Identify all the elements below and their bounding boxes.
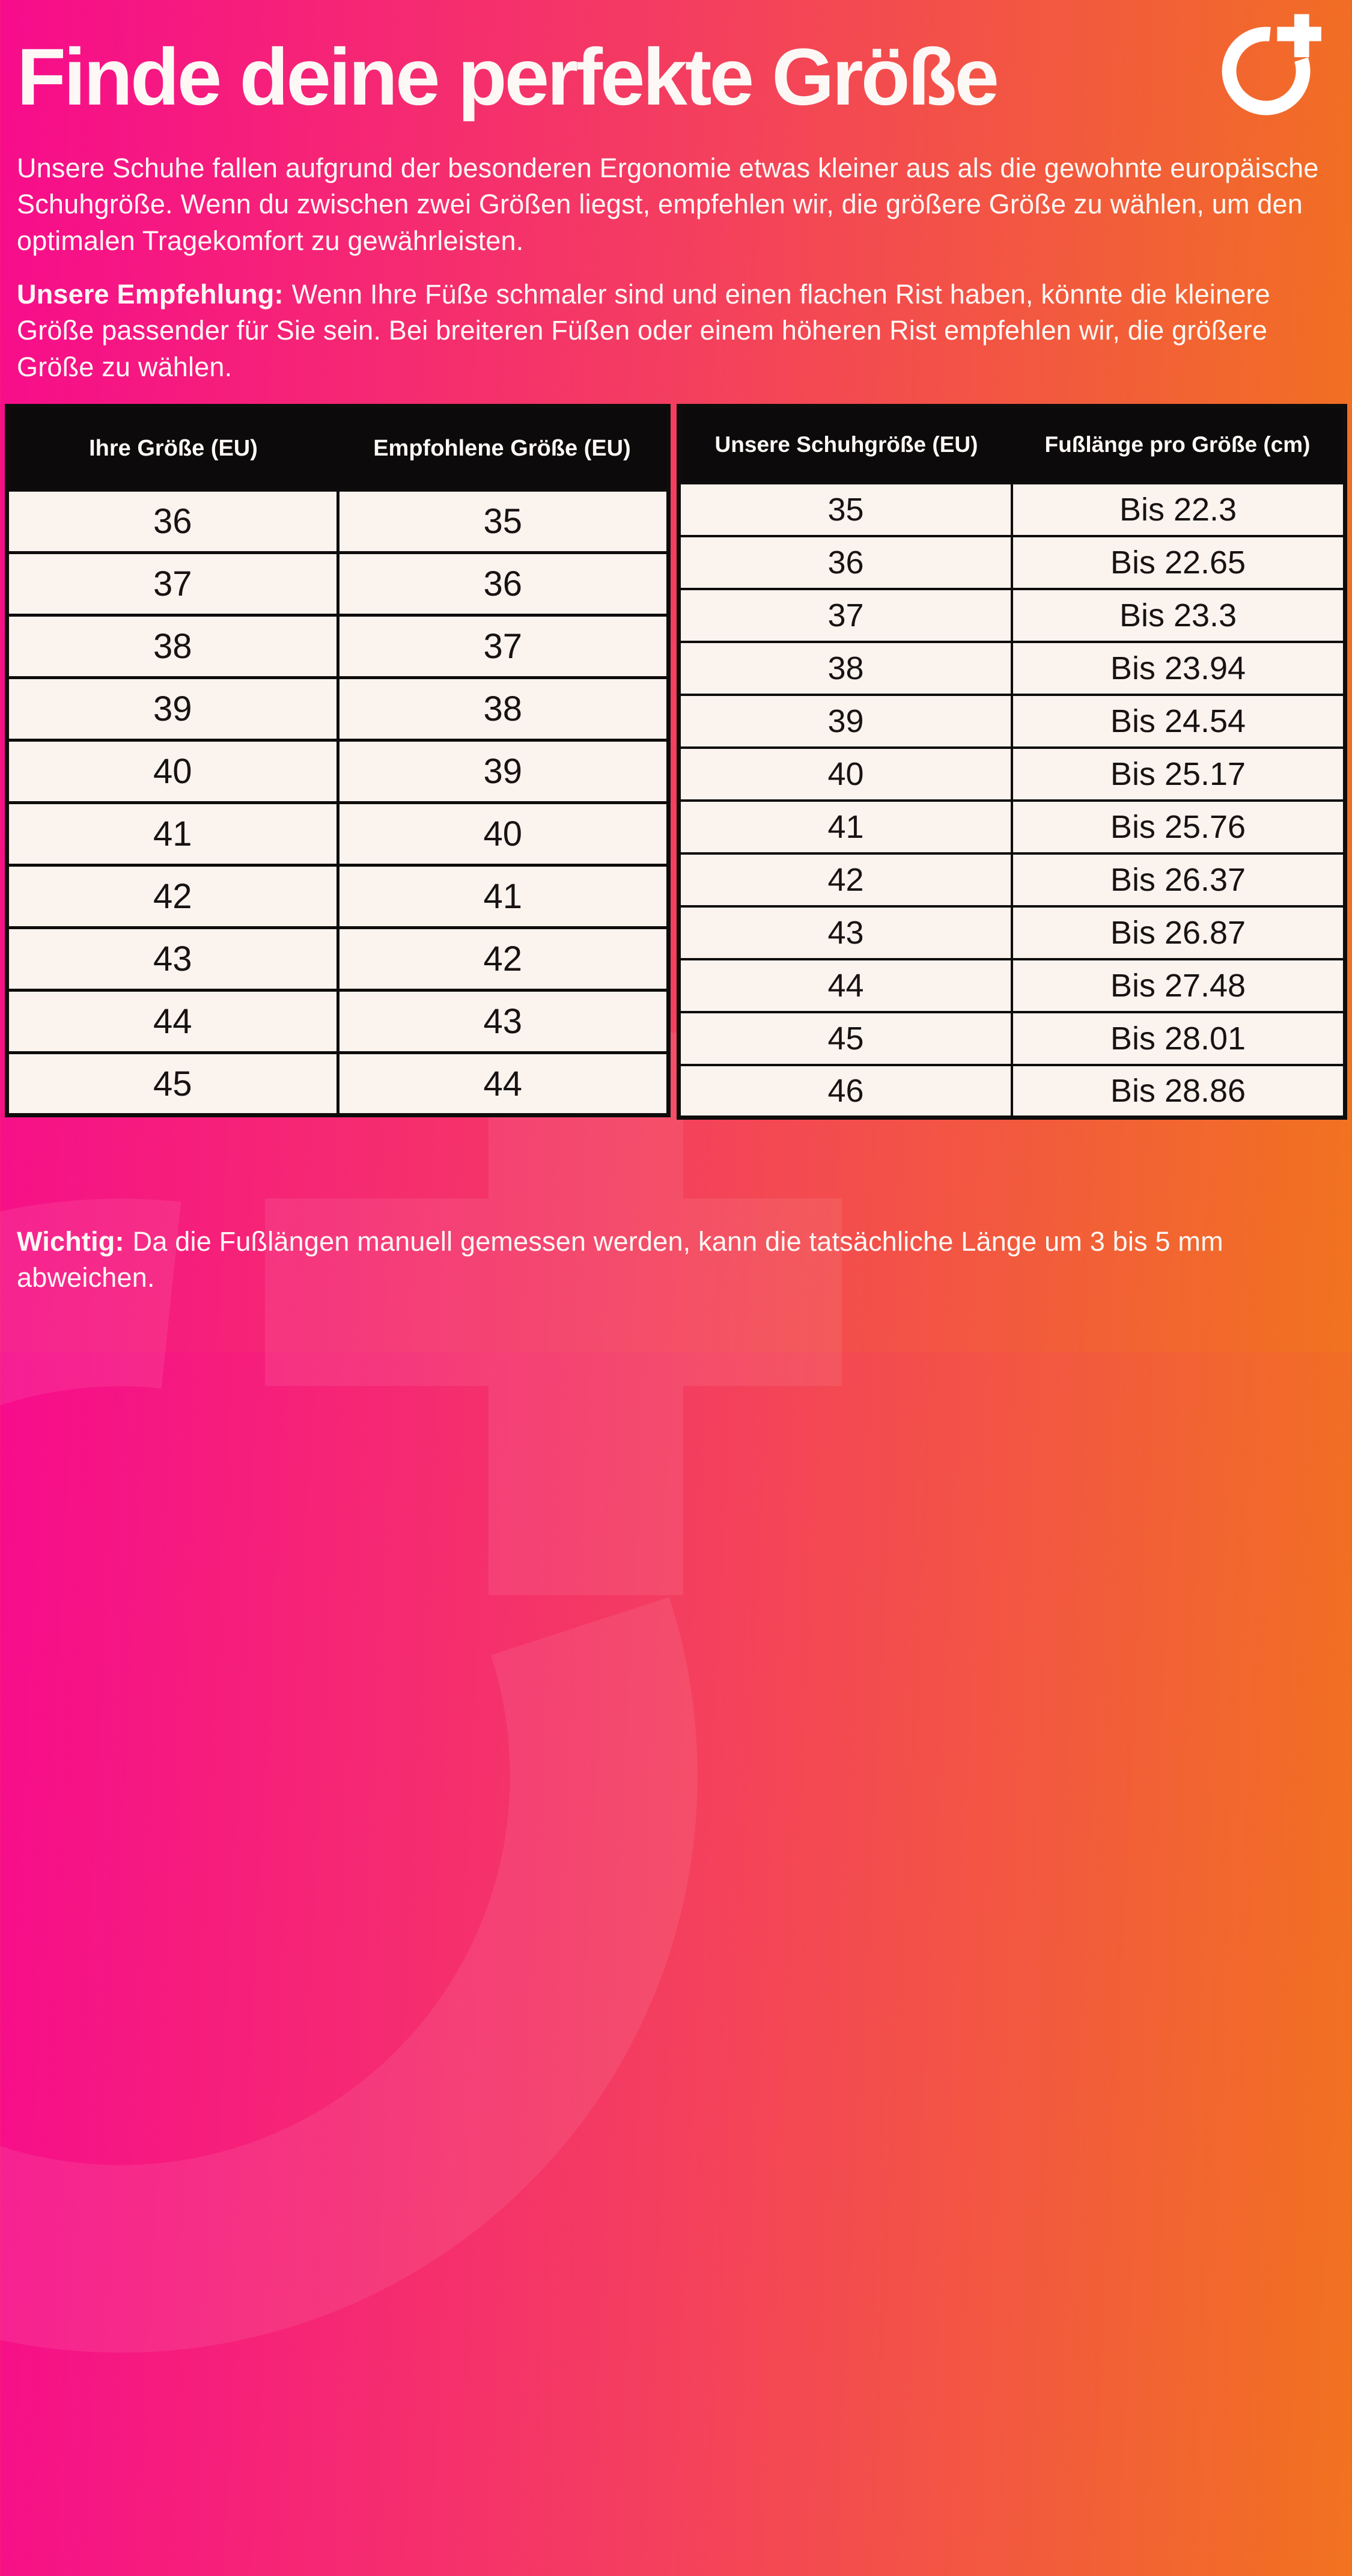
column-header-recommended-size: Empfohlene Größe (EU) <box>338 406 669 490</box>
table-cell: Bis 26.87 <box>1011 905 1347 960</box>
table-cell: 44 <box>677 957 1013 1013</box>
foot-length-table-grid: Unsere Schuhgröße (EU) Fußlänge pro Größ… <box>677 404 1347 1120</box>
column-header-our-shoe-size: Unsere Schuhgröße (EU) <box>678 406 1012 483</box>
footer-note-text: Da die Fußlängen manuell gemessen werden… <box>17 1226 1223 1293</box>
table-cell: 42 <box>336 926 670 992</box>
table-cell: 36 <box>336 551 670 617</box>
footer-note: Wichtig: Da die Fußlängen manuell gemesse… <box>17 1224 1321 1296</box>
table-cell: 43 <box>677 905 1013 960</box>
table-cell: 45 <box>677 1010 1013 1066</box>
table-row: 36 35 <box>5 489 670 554</box>
table-cell: Bis 23.94 <box>1011 640 1347 696</box>
table-cell: 41 <box>336 864 670 929</box>
table-cell: 37 <box>677 587 1013 643</box>
table-row: 41 40 <box>5 801 670 867</box>
table-cell: 45 <box>5 1051 340 1117</box>
intro-paragraph: Unsere Schuhe fallen aufgrund der besond… <box>17 150 1338 259</box>
table-cell: 39 <box>677 693 1013 749</box>
table-cell: 42 <box>5 864 340 929</box>
table-cell: Bis 22.65 <box>1011 534 1347 590</box>
table-row: 39 Bis 24.54 <box>677 693 1347 749</box>
column-header-foot-length: Fußlänge pro Größe (cm) <box>1012 406 1345 483</box>
table-cell: Bis 28.86 <box>1011 1063 1347 1119</box>
recommendation-text: Wenn Ihre Füße schmaler sind und einen f… <box>17 279 1270 382</box>
table-cell: 40 <box>336 801 670 867</box>
table-cell: 37 <box>336 614 670 679</box>
table-row: 44 43 <box>5 989 670 1054</box>
foot-length-table: Unsere Schuhgröße (EU) Fußlänge pro Größ… <box>677 404 1347 1120</box>
recommendation-paragraph: Unsere Empfehlung: Wenn Ihre Füße schmale… <box>17 276 1338 385</box>
table-cell: Bis 24.54 <box>1011 693 1347 749</box>
table-row: 45 44 <box>5 1051 670 1117</box>
table-cell: 39 <box>5 676 340 742</box>
table-cell: 40 <box>5 739 340 804</box>
table-row: 42 Bis 26.37 <box>677 852 1347 908</box>
table-row: 45 Bis 28.01 <box>677 1010 1347 1066</box>
table-cell: 35 <box>336 489 670 554</box>
size-guide-infographic: { "page": { "title": "Finde deine perfek… <box>0 0 1352 1352</box>
table-cell: Bis 26.37 <box>1011 852 1347 908</box>
table-cell: Bis 28.01 <box>1011 1010 1347 1066</box>
table-row: 36 Bis 22.65 <box>677 534 1347 590</box>
table-cell: 39 <box>336 739 670 804</box>
table-cell: Bis 25.76 <box>1011 799 1347 855</box>
table-row: 37 36 <box>5 551 670 617</box>
table-cell: 41 <box>677 799 1013 855</box>
table-row: 44 Bis 27.48 <box>677 957 1347 1013</box>
table-header: Ihre Größe (EU) Empfohlene Größe (EU) <box>7 406 669 490</box>
page-title: Finde deine perfekte Größe <box>17 32 999 122</box>
table-cell: Bis 25.17 <box>1011 746 1347 802</box>
table-header-row: Unsere Schuhgröße (EU) Fußlänge pro Größ… <box>678 406 1345 483</box>
table-body: 35 Bis 22.3 36 Bis 22.65 37 Bis 23.3 38 Bis 23.… <box>677 481 1347 1119</box>
table-row: 41 Bis 25.76 <box>677 799 1347 855</box>
table-header: Unsere Schuhgröße (EU) Fußlänge pro Größ… <box>678 406 1345 483</box>
table-cell: 36 <box>5 489 340 554</box>
table-cell: 46 <box>677 1063 1013 1119</box>
intro-text: Unsere Schuhe fallen aufgrund der besond… <box>17 153 1319 256</box>
table-cell: 43 <box>336 989 670 1054</box>
table-row: 43 Bis 26.87 <box>677 905 1347 960</box>
table-cell: Bis 22.3 <box>1011 481 1347 537</box>
recommendation-label: Unsere Empfehlung: <box>17 279 284 310</box>
table-row: 40 39 <box>5 739 670 804</box>
table-cell: 42 <box>677 852 1013 908</box>
table-cell: Bis 27.48 <box>1011 957 1347 1013</box>
table-row: 42 41 <box>5 864 670 929</box>
table-body: 36 35 37 36 38 37 39 38 40 39 41 40 42 41 43 42 44 43 45 44 <box>5 489 670 1117</box>
table-cell: 35 <box>677 481 1013 537</box>
size-recommendation-table-grid: Ihre Größe (EU) Empfohlene Größe (EU) 36… <box>5 404 671 1117</box>
table-cell: 38 <box>5 614 340 679</box>
table-row: 35 Bis 22.3 <box>677 481 1347 537</box>
table-cell: 38 <box>336 676 670 742</box>
column-header-your-size: Ihre Größe (EU) <box>7 406 338 490</box>
table-row: 39 38 <box>5 676 670 742</box>
table-cell: 38 <box>677 640 1013 696</box>
table-cell: 40 <box>677 746 1013 802</box>
page-content: Finde deine perfekte Größe Unsere Schuhe… <box>5 14 1347 1296</box>
table-cell: 44 <box>5 989 340 1054</box>
table-row: 43 42 <box>5 926 670 992</box>
table-row: 38 Bis 23.94 <box>677 640 1347 696</box>
table-row: 38 37 <box>5 614 670 679</box>
table-cell: 37 <box>5 551 340 617</box>
footer-note-label: Wichtig: <box>17 1226 124 1257</box>
table-cell: 36 <box>677 534 1013 590</box>
table-header-row: Ihre Größe (EU) Empfohlene Größe (EU) <box>7 406 669 490</box>
table-row: 40 Bis 25.17 <box>677 746 1347 802</box>
table-row: 37 Bis 23.3 <box>677 587 1347 643</box>
circle-plus-logo-icon <box>1222 14 1321 115</box>
table-cell: 43 <box>5 926 340 992</box>
table-cell: 44 <box>336 1051 670 1117</box>
size-recommendation-table: Ihre Größe (EU) Empfohlene Größe (EU) 36… <box>5 404 671 1117</box>
table-cell: 41 <box>5 801 340 867</box>
table-cell: Bis 23.3 <box>1011 587 1347 643</box>
table-row: 46 Bis 28.86 <box>677 1063 1347 1119</box>
